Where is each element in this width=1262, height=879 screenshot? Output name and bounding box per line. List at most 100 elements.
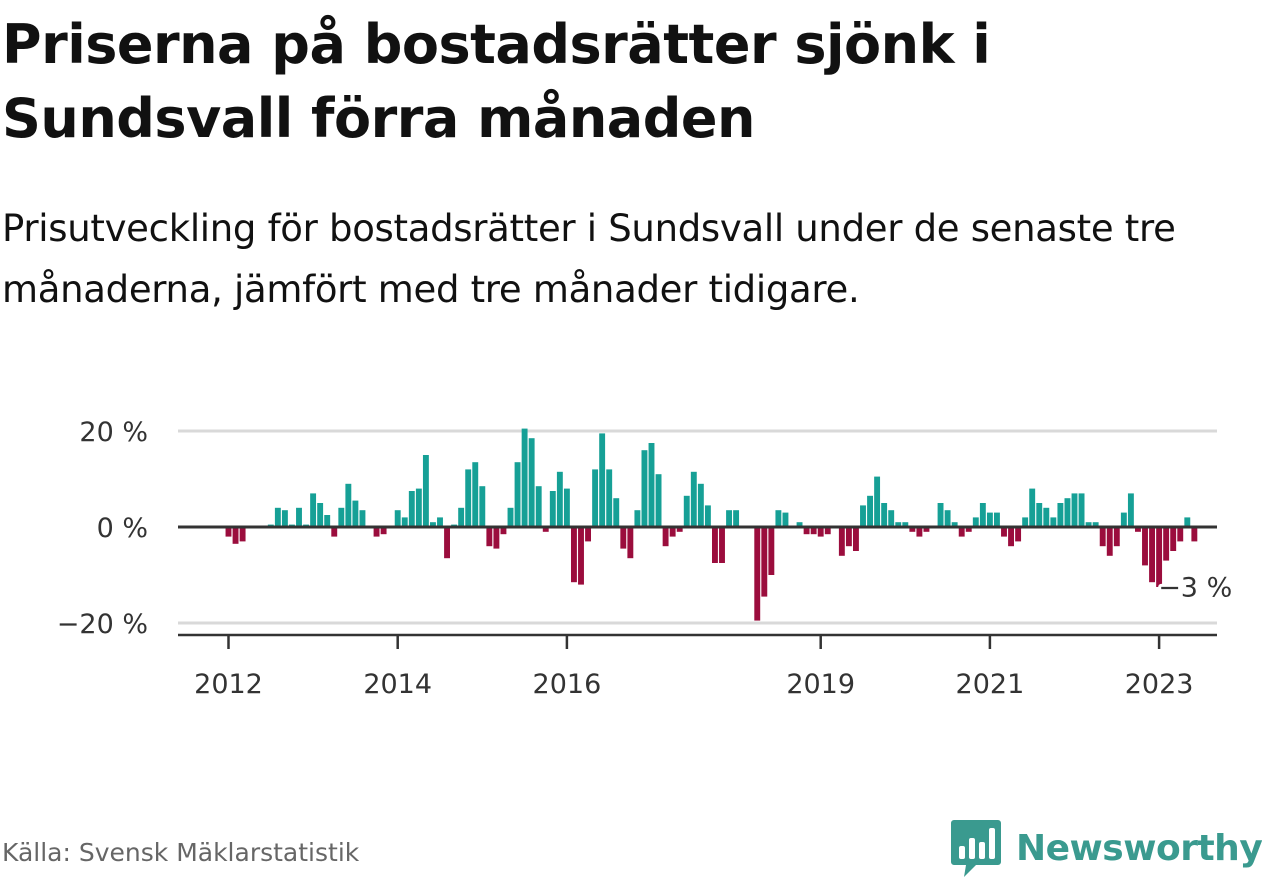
bar [1149,527,1155,583]
bar [465,469,472,527]
bar [1008,527,1014,547]
bar [437,517,443,527]
bar [810,527,817,535]
bar [768,527,775,575]
gridlines [178,429,1217,625]
bar [726,510,732,527]
x-tick-label: 2012 [194,669,263,700]
bar [1142,527,1148,566]
bar [613,498,620,527]
bar [704,505,711,527]
price-change-bar-chart: 20 % 0 % −20 % 2012 2014 2016 2019 2021 2023 −3 % [57,417,1235,700]
bar [571,527,577,583]
bar [944,510,951,527]
y-tick-label: 0 % [97,513,148,544]
bar [528,438,535,527]
bar [860,505,866,527]
bar [521,428,528,527]
bar [578,527,584,585]
y-tick-label: 20 % [79,417,148,448]
bar [479,486,486,527]
bar [422,455,429,527]
bar [514,462,521,527]
bar [1050,517,1057,527]
bar [909,527,916,532]
bar [669,527,676,537]
bar [486,527,493,547]
bar [775,510,782,527]
bar [1092,522,1099,527]
bar [803,527,810,535]
bar [1015,527,1022,542]
bar [902,522,909,527]
bar [225,527,232,537]
bar [585,527,591,542]
x-tick-label: 2014 [363,669,432,700]
bar [754,527,761,621]
bar [923,527,930,532]
bar [838,527,845,556]
bar [310,493,317,527]
bar [1085,522,1092,527]
bar [951,522,958,527]
last-value-annotation: −3 % [1158,572,1232,603]
bar [1057,503,1064,527]
bar [338,507,345,527]
bar [1036,503,1043,527]
bars [225,428,1198,621]
bar [401,517,408,527]
bar [507,507,514,527]
bar [1120,512,1127,527]
bar [274,507,281,527]
bar [1001,527,1007,537]
bar [359,510,366,527]
y-tick-label: −20 % [57,609,148,640]
bar [853,527,859,551]
bar [690,471,697,527]
bar [761,527,768,597]
bar [1156,527,1163,587]
bar [458,507,465,527]
bar [1099,527,1106,547]
bar [1071,493,1078,527]
bar [958,527,965,537]
bar [1106,527,1113,556]
axes [178,525,1217,649]
bar [493,527,500,549]
bar [712,527,718,563]
bar [345,483,352,527]
bar [296,507,302,527]
bar [606,469,613,527]
bar [845,527,852,547]
bar [1184,517,1191,527]
bar [592,469,599,527]
bar [415,488,422,527]
chart-title: Priserna på bostadsrätter sjönk i Sundsv… [2,13,991,150]
newsworthy-chart-bubble-icon [951,820,1001,877]
bar [1022,517,1029,527]
bar [472,462,479,527]
bar [317,503,324,527]
bar [782,512,789,527]
bar [867,495,873,527]
bar [986,512,993,527]
bar [641,450,648,527]
bar [1170,527,1177,551]
bar [676,527,683,532]
bar [719,527,725,563]
bar [1029,488,1036,527]
x-tick-label: 2016 [533,669,602,700]
bar [430,522,436,527]
bar [324,515,331,527]
bar [1163,527,1170,561]
bar [535,486,542,527]
bar [408,491,415,527]
x-tick-label: 2021 [956,669,1025,700]
bar [648,443,655,527]
bar [817,527,824,537]
bar [380,527,387,535]
bar [1043,507,1050,527]
bar [1064,498,1071,527]
bar [444,527,450,559]
bar [1078,493,1085,527]
